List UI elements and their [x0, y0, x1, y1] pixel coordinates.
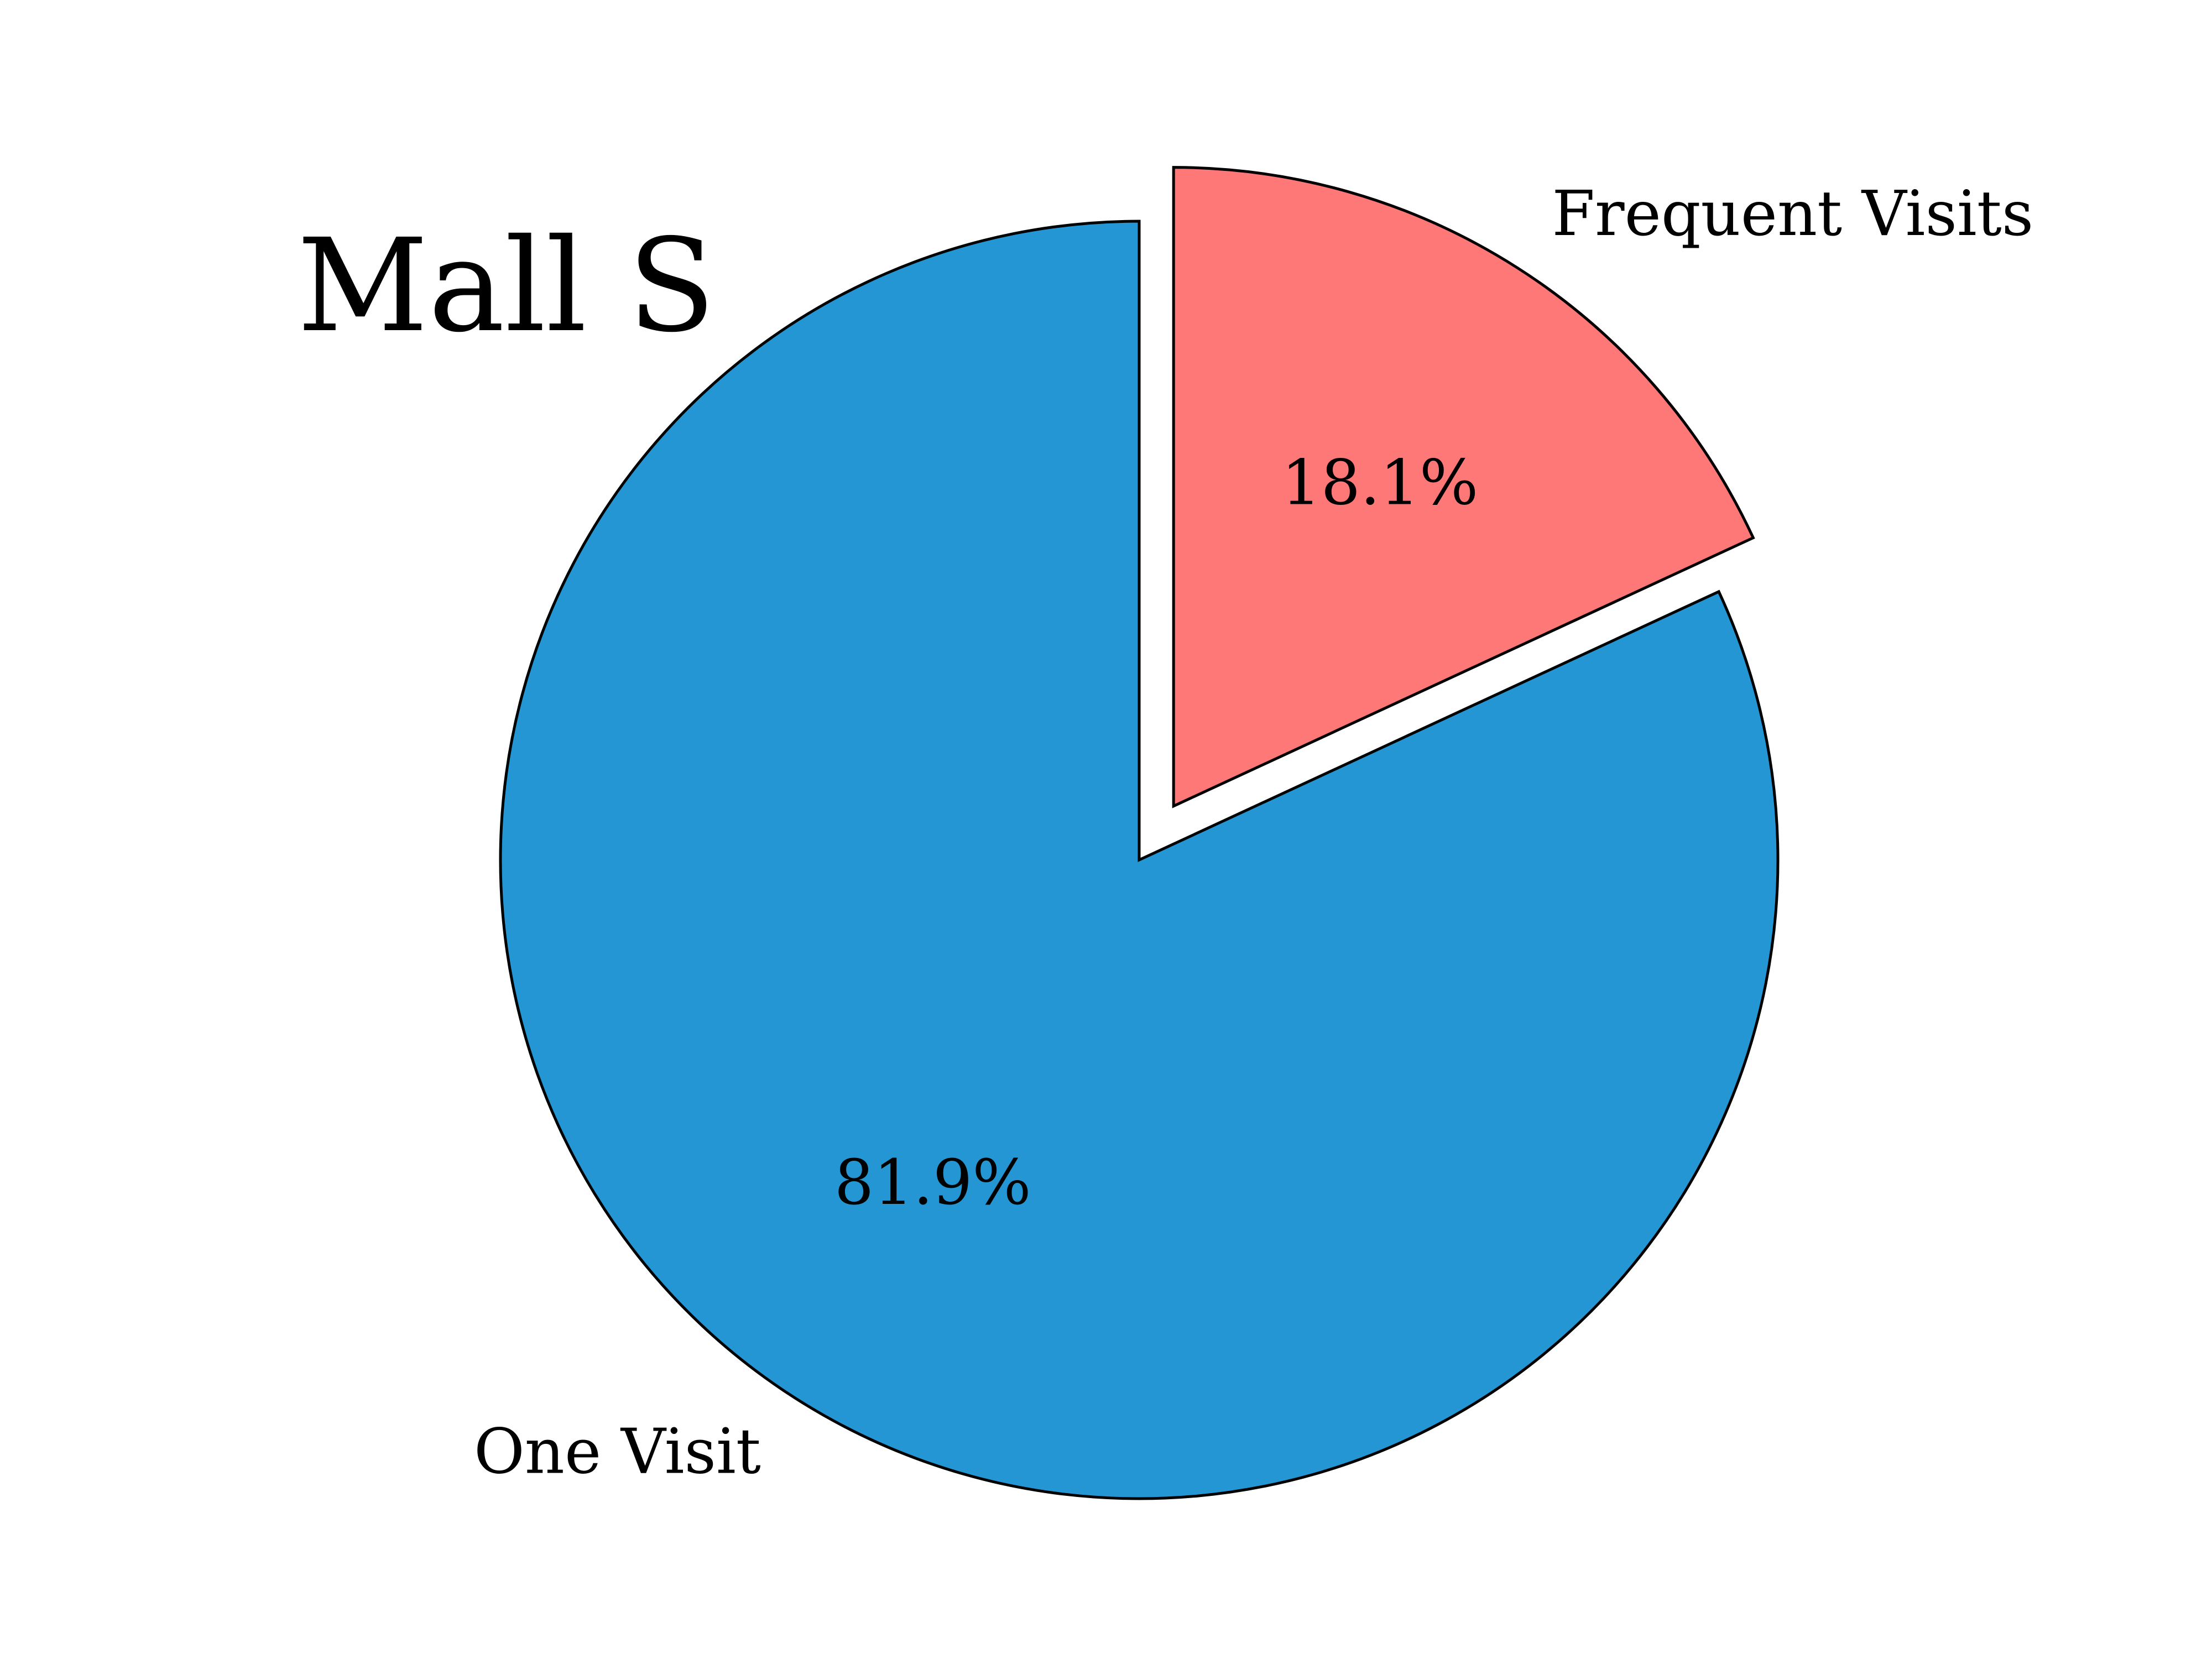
pct-label-one-visit: 81.9%	[834, 1147, 1031, 1219]
category-label-frequent-visits: Frequent Visits	[1552, 178, 2033, 250]
pct-label-frequent-visits: 18.1%	[1281, 447, 1478, 519]
pie-slice-one-visit	[499, 220, 1780, 1500]
pie-labels: 18.1% Frequent Visits 81.9% One Visit	[474, 178, 2033, 1488]
category-label-one-visit: One Visit	[474, 1416, 761, 1488]
pie-slices	[499, 166, 1780, 1500]
chart-title: Mall S	[297, 211, 716, 361]
pie-slice-frequent-visits	[1172, 166, 1755, 808]
